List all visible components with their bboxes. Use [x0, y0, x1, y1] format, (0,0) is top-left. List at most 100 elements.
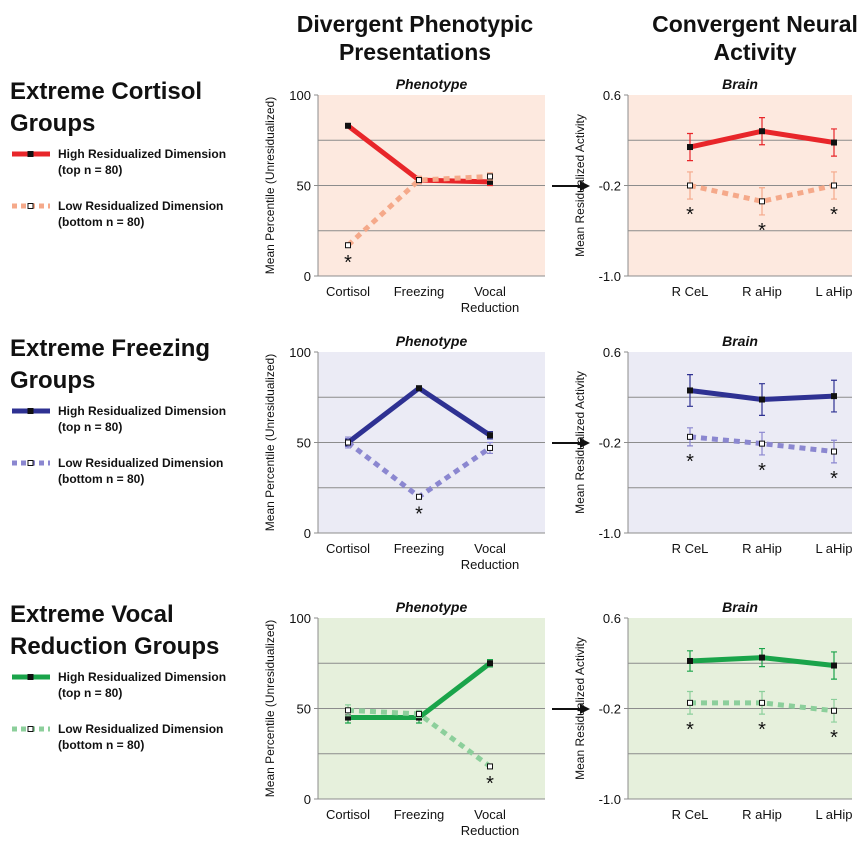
- data-point: [759, 699, 765, 706]
- panel-subtitle: Brain: [722, 333, 758, 349]
- data-point: [687, 699, 693, 706]
- y-tick-label: 0: [304, 526, 311, 541]
- significance-marker: *: [758, 460, 766, 482]
- significance-marker: *: [686, 204, 694, 226]
- column-header: Convergent Neural Activity: [652, 11, 858, 65]
- legend-swatch: [12, 674, 50, 680]
- x-tick-label: R CeL: [671, 807, 709, 822]
- x-tick-label: Cortisol: [325, 807, 371, 822]
- data-point: [487, 763, 493, 770]
- significance-marker: *: [758, 220, 766, 242]
- y-tick-label: -1.0: [599, 792, 621, 807]
- legend-swatch: [12, 726, 50, 732]
- column-header: Divergent Phenotypic Presentations: [296, 11, 534, 65]
- y-tick-label: 0: [304, 792, 311, 807]
- x-tick-label: R CeL: [671, 541, 709, 556]
- significance-marker: *: [830, 468, 838, 490]
- data-point: [687, 182, 693, 189]
- data-point: [687, 657, 693, 664]
- data-point: [416, 493, 422, 500]
- panel-subtitle: Brain: [722, 76, 758, 92]
- y-tick-label: -1.0: [599, 269, 621, 284]
- significance-marker: *: [830, 727, 838, 749]
- legend-swatch: [12, 408, 50, 414]
- row-title: Extreme Cortisol Groups: [10, 78, 203, 137]
- significance-marker: *: [486, 773, 494, 795]
- panel-subtitle: Brain: [722, 599, 758, 615]
- y-tick-label: 0: [304, 269, 311, 284]
- y-tick-label: 50: [297, 179, 311, 194]
- y-tick-label: 50: [297, 436, 311, 451]
- x-tick-label: Freezing: [393, 541, 445, 556]
- data-point: [831, 393, 837, 400]
- y-tick-label: -0.2: [599, 436, 621, 451]
- data-point: [831, 662, 837, 669]
- data-point: [487, 173, 493, 180]
- data-point: [831, 139, 837, 146]
- y-axis-label: Mean Residualized Activity: [573, 371, 587, 514]
- y-tick-label: 100: [289, 88, 311, 103]
- x-tick-label: Vocal Reduction: [460, 807, 520, 838]
- significance-marker: *: [686, 451, 694, 473]
- row-title: Extreme Freezing Groups: [10, 335, 211, 394]
- significance-marker: *: [344, 252, 352, 274]
- data-point: [345, 707, 351, 714]
- x-tick-label: L aHip: [815, 284, 853, 299]
- x-tick-label: R aHip: [742, 284, 782, 299]
- data-point: [687, 144, 693, 151]
- significance-marker: *: [415, 504, 423, 526]
- legend-swatch: [12, 460, 50, 466]
- x-tick-label: R CeL: [671, 284, 709, 299]
- data-point: [687, 433, 693, 440]
- x-tick-label: L aHip: [815, 807, 853, 822]
- x-tick-label: R aHip: [742, 541, 782, 556]
- data-point: [759, 198, 765, 205]
- legend-marker: [27, 726, 34, 732]
- significance-marker: *: [686, 719, 694, 741]
- data-point: [416, 177, 422, 184]
- x-tick-label: Freezing: [393, 807, 445, 822]
- series-line: [689, 183, 835, 204]
- legend-marker: [27, 408, 34, 414]
- series-line: [689, 434, 835, 455]
- legend-marker: [27, 460, 34, 466]
- legend-marker: [27, 151, 34, 157]
- legend-label: Low Residualized Dimension (bottom n = 8…: [58, 456, 224, 486]
- data-point: [487, 660, 493, 667]
- panel-subtitle: Phenotype: [396, 76, 468, 92]
- significance-marker: *: [830, 204, 838, 226]
- y-axis-label: Mean Residualized Activity: [573, 637, 587, 780]
- y-tick-label: 100: [289, 345, 311, 360]
- row-title: Extreme Vocal Reduction Groups: [10, 601, 220, 660]
- y-tick-label: -1.0: [599, 526, 621, 541]
- x-tick-label: Vocal Reduction: [460, 284, 520, 315]
- y-tick-label: -0.2: [599, 702, 621, 717]
- data-point: [831, 448, 837, 455]
- y-tick-label: 100: [289, 611, 311, 626]
- data-point: [487, 432, 493, 439]
- panel-subtitle: Phenotype: [396, 333, 468, 349]
- arrow-head: [580, 181, 590, 191]
- significance-marker: *: [758, 719, 766, 741]
- x-tick-label: Cortisol: [325, 541, 371, 556]
- y-tick-label: 0.6: [603, 345, 621, 360]
- legend-marker: [27, 203, 34, 209]
- y-tick-label: 0.6: [603, 88, 621, 103]
- data-point: [345, 242, 351, 249]
- legend-label: High Residualized Dimension (top n = 80): [58, 404, 227, 434]
- y-tick-label: 0.6: [603, 611, 621, 626]
- x-tick-label: L aHip: [815, 541, 853, 556]
- legend-label: Low Residualized Dimension (bottom n = 8…: [58, 199, 224, 229]
- data-point: [759, 654, 765, 661]
- x-tick-label: Cortisol: [325, 284, 371, 299]
- data-point: [831, 707, 837, 714]
- y-axis-label: Mean Percentile (Unresidualized): [263, 620, 277, 797]
- y-axis-label: Mean Percentile (Unresidualized): [263, 97, 277, 274]
- data-point: [759, 440, 765, 447]
- y-axis-label: Mean Percentile (Unresidualized): [263, 354, 277, 531]
- panel-subtitle: Phenotype: [396, 599, 468, 615]
- y-axis-label: Mean Residualized Activity: [573, 114, 587, 257]
- data-point: [416, 710, 422, 717]
